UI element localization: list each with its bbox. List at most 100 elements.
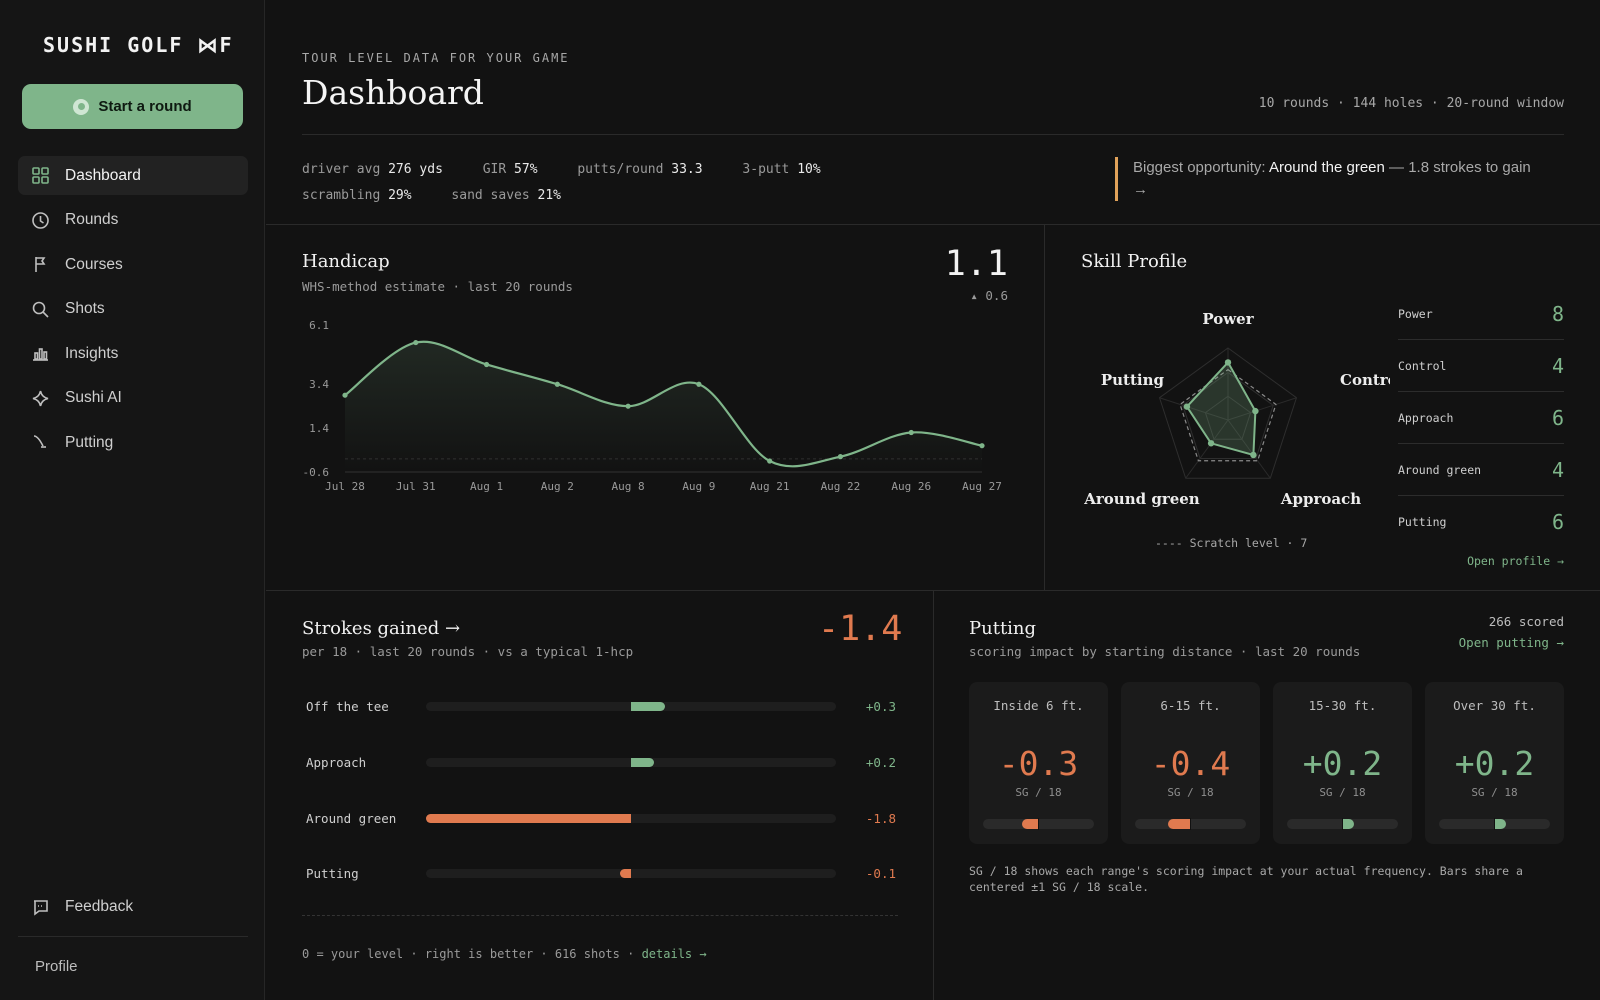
putt-sg-value: -0.3 [998, 744, 1079, 783]
sidebar: SUSHI GOLF ⋈F Start a round Dashboard Ro… [0, 0, 265, 1000]
putt-sg-bar [1494, 819, 1506, 829]
opportunity-area: Around the green [1268, 159, 1385, 176]
profile-link[interactable]: Profile [35, 958, 78, 975]
putt-sg-bar [1021, 819, 1039, 829]
page-title: Dashboard [302, 73, 484, 112]
handicap-point[interactable] [908, 429, 914, 436]
sg-label: Around green [306, 810, 397, 826]
putt-range-card[interactable]: Inside 6 ft. -0.3 SG / 18 [969, 682, 1108, 844]
skill-row-power: Power 8 [1398, 288, 1564, 340]
center-tick [1494, 818, 1495, 830]
skill-point[interactable] [1207, 440, 1215, 447]
putt-sg-track [1287, 818, 1398, 830]
putting-footnote: SG / 18 shows each range's scoring impac… [969, 864, 1523, 894]
logo[interactable]: SUSHI GOLF ⋈F [43, 33, 234, 57]
sg-bar [631, 701, 666, 711]
scratch-level-legend: ---- Scratch level · 7 [1155, 536, 1308, 550]
handicap-point[interactable] [767, 458, 773, 464]
putt-sg-value: +0.2 [1302, 744, 1383, 783]
radar-grid-ring [1182, 371, 1274, 459]
section-divider [266, 224, 1600, 225]
clock-icon [31, 211, 50, 230]
sg-bar [619, 868, 631, 878]
y-tick-label: -0.6 [303, 466, 330, 479]
handicap-point[interactable] [342, 392, 348, 398]
strokes-gained-title-link[interactable]: Strokes gained → [302, 618, 461, 639]
stat-sand-saves: sand saves 21% [451, 188, 562, 203]
center-tick [1038, 818, 1039, 830]
handicap-point[interactable] [979, 443, 985, 449]
handicap-point[interactable] [625, 403, 631, 409]
sg-value: +0.3 [865, 698, 896, 714]
radar-grid-ring [1204, 395, 1252, 440]
handicap-area [345, 341, 982, 472]
x-tick-label: Aug 21 [750, 480, 790, 493]
sidebar-item-courses[interactable]: Courses [18, 245, 248, 284]
putt-sg-value: +0.2 [1454, 744, 1535, 783]
putt-sg-value: -0.4 [1150, 744, 1231, 783]
radar-spoke [1159, 397, 1229, 421]
skill-point[interactable] [1224, 359, 1232, 366]
skill-point[interactable] [1250, 451, 1257, 459]
sidebar-item-label: Courses [65, 255, 123, 273]
sg-value: +0.2 [865, 754, 896, 770]
putt-sg-track [983, 818, 1094, 830]
sidebar-item-shots[interactable]: Shots [18, 290, 248, 329]
open-putting-link[interactable]: Open putting → [1458, 635, 1564, 650]
sidebar-nav: Dashboard Rounds Courses Shots Insights [18, 156, 248, 468]
sidebar-item-dashboard[interactable]: Dashboard [18, 156, 248, 195]
sidebar-item-label: Putting [65, 433, 114, 451]
skill-radar-chart: Power Control Approach Around green Putting [1083, 310, 1390, 508]
y-tick-label: 3.4 [309, 378, 329, 391]
sidebar-item-label: Dashboard [65, 166, 141, 184]
open-profile-link[interactable]: Open profile → [1467, 554, 1564, 568]
radar-grid-ring [1158, 347, 1298, 479]
handicap-point[interactable] [413, 339, 419, 346]
putt-sg-track [1439, 818, 1550, 830]
handicap-point[interactable] [554, 381, 560, 387]
sidebar-item-putting[interactable]: Putting [18, 423, 248, 462]
sg-bar [426, 813, 631, 823]
sg-label: Putting [306, 865, 359, 881]
skill-polygon [1185, 360, 1257, 457]
handicap-point[interactable] [696, 381, 702, 387]
skill-point[interactable] [1252, 407, 1259, 415]
putt-range-card[interactable]: Over 30 ft. +0.2 SG / 18 [1425, 682, 1564, 844]
sidebar-item-sushi-ai[interactable]: Sushi AI [18, 379, 248, 418]
handicap-point[interactable] [837, 454, 844, 460]
grid-icon [31, 166, 50, 185]
skill-score-list: Power 8 Control 4 Approach 6 Around green 4 … [1398, 288, 1564, 548]
page-eyebrow: TOUR LEVEL DATA FOR YOUR GAME [302, 51, 570, 65]
skill-point[interactable] [1183, 403, 1191, 410]
sg-track [426, 757, 836, 767]
putt-range-card[interactable]: 15-30 ft. +0.2 SG / 18 [1273, 682, 1412, 844]
feedback-button[interactable]: Feedback [18, 888, 248, 926]
radar-axis-label: Putting [1101, 371, 1165, 389]
flag-icon [31, 255, 50, 274]
biggest-opportunity-link[interactable]: Biggest opportunity: Around the green — … [1115, 157, 1535, 201]
center-tick [1342, 818, 1343, 830]
sg-track [426, 813, 836, 823]
details-link[interactable]: details → [641, 947, 707, 961]
x-tick-label: Aug 26 [891, 480, 931, 493]
handicap-subtitle: WHS-method estimate · last 20 rounds [302, 279, 573, 294]
sidebar-item-rounds[interactable]: Rounds [18, 201, 248, 240]
handicap-delta: ▴ 0.6 [970, 288, 1008, 303]
radar-axis-label: Control [1340, 371, 1390, 389]
putter-icon [31, 433, 50, 452]
sidebar-item-insights[interactable]: Insights [18, 334, 248, 373]
skill-profile-title: Skill Profile [1081, 251, 1188, 272]
handicap-line [344, 340, 983, 468]
sidebar-item-label: Sushi AI [65, 389, 122, 406]
putting-title: Putting [969, 618, 1037, 639]
radar-axis-label: Approach [1280, 490, 1361, 508]
handicap-point[interactable] [483, 361, 490, 368]
putting-subtitle: scoring impact by starting distance · la… [969, 644, 1361, 659]
putt-sg-bar [1342, 819, 1354, 829]
skill-row-control: Control 4 [1398, 340, 1564, 392]
bar-chart-icon [31, 344, 50, 363]
sg-row-off-the-tee: Off the tee +0.3 [306, 696, 896, 716]
start-round-button[interactable]: Start a round [22, 84, 243, 129]
sg-row-around-green: Around green -1.8 [306, 808, 896, 828]
putt-range-card[interactable]: 6-15 ft. -0.4 SG / 18 [1121, 682, 1260, 844]
